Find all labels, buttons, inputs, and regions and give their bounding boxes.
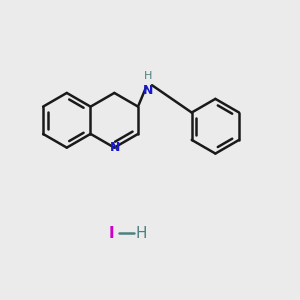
Text: N: N [110, 141, 121, 154]
Text: H: H [135, 226, 147, 241]
Text: I: I [109, 226, 114, 241]
Text: N: N [143, 84, 154, 97]
Text: H: H [144, 71, 153, 81]
